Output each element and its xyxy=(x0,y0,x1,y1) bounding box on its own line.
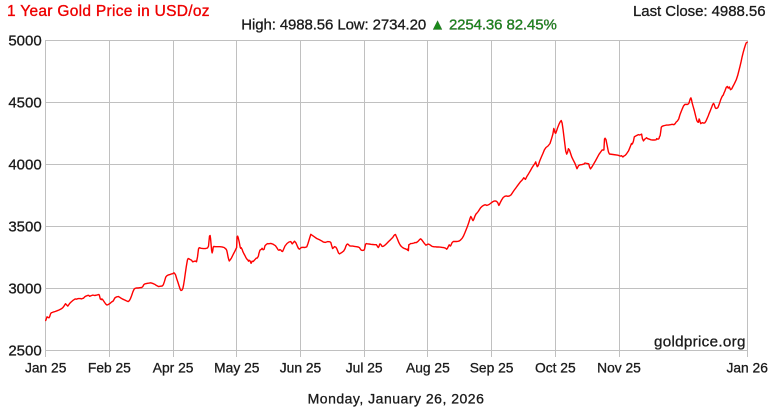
svg-text:5000: 5000 xyxy=(8,33,41,50)
svg-text:Oct 25: Oct 25 xyxy=(535,360,576,375)
svg-text:4500: 4500 xyxy=(8,95,41,112)
svg-text:Nov 25: Nov 25 xyxy=(597,360,641,375)
svg-text:High: 4988.56 Low: 2734.20 ▲ 2: High: 4988.56 Low: 2734.20 ▲ 2254.36 82.… xyxy=(241,16,556,33)
svg-text:Last Close: 4988.56: Last Close: 4988.56 xyxy=(633,3,765,20)
svg-text:Monday, January 26, 2026: Monday, January 26, 2026 xyxy=(308,390,485,406)
svg-text:Feb 25: Feb 25 xyxy=(88,360,131,375)
svg-text:Jan 26: Jan 26 xyxy=(726,360,768,375)
svg-text:May 25: May 25 xyxy=(214,360,260,375)
svg-text:4000: 4000 xyxy=(8,157,41,174)
svg-text:Sep 25: Sep 25 xyxy=(470,360,514,375)
svg-text:Jul 25: Jul 25 xyxy=(346,360,383,375)
svg-text:1 Year Gold Price in USD/oz: 1 Year Gold Price in USD/oz xyxy=(7,3,210,20)
svg-text:2500: 2500 xyxy=(8,343,41,360)
svg-text:goldprice.org: goldprice.org xyxy=(654,334,746,351)
svg-text:Apr 25: Apr 25 xyxy=(153,360,194,375)
svg-text:3500: 3500 xyxy=(8,219,41,236)
svg-text:3000: 3000 xyxy=(8,281,41,298)
svg-text:Jan 25: Jan 25 xyxy=(25,360,67,375)
svg-text:Aug 25: Aug 25 xyxy=(406,360,450,375)
svg-text:Jun 25: Jun 25 xyxy=(280,360,322,375)
